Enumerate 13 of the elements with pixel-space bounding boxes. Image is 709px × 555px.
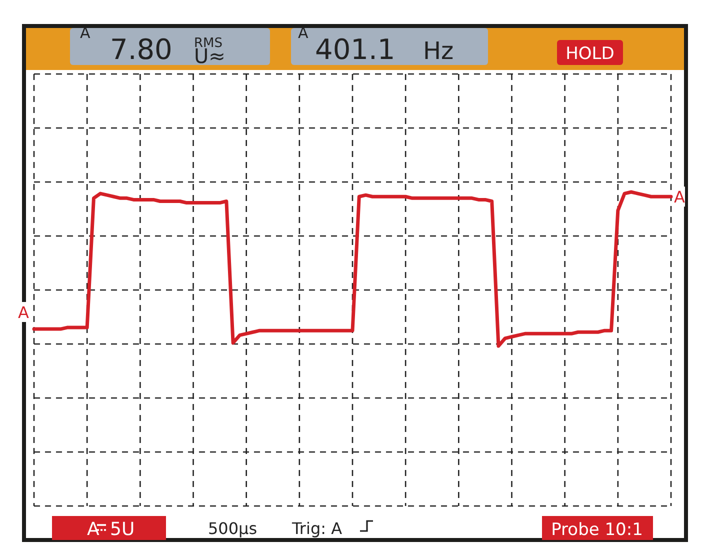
- text: HOLD: [566, 44, 614, 64]
- text: Hz: [423, 37, 454, 65]
- text: Probe 10:1: [551, 520, 643, 540]
- text: 7.80: [110, 33, 172, 66]
- text: A: [80, 24, 91, 42]
- series-label: A: [674, 188, 685, 207]
- text: A: [18, 303, 29, 322]
- text: A: [87, 519, 100, 540]
- text: A: [298, 24, 309, 42]
- text: 401.1: [315, 33, 396, 66]
- text: 500µs: [208, 519, 258, 538]
- text: 5U: [110, 519, 135, 540]
- text: Trig: A: [291, 519, 342, 538]
